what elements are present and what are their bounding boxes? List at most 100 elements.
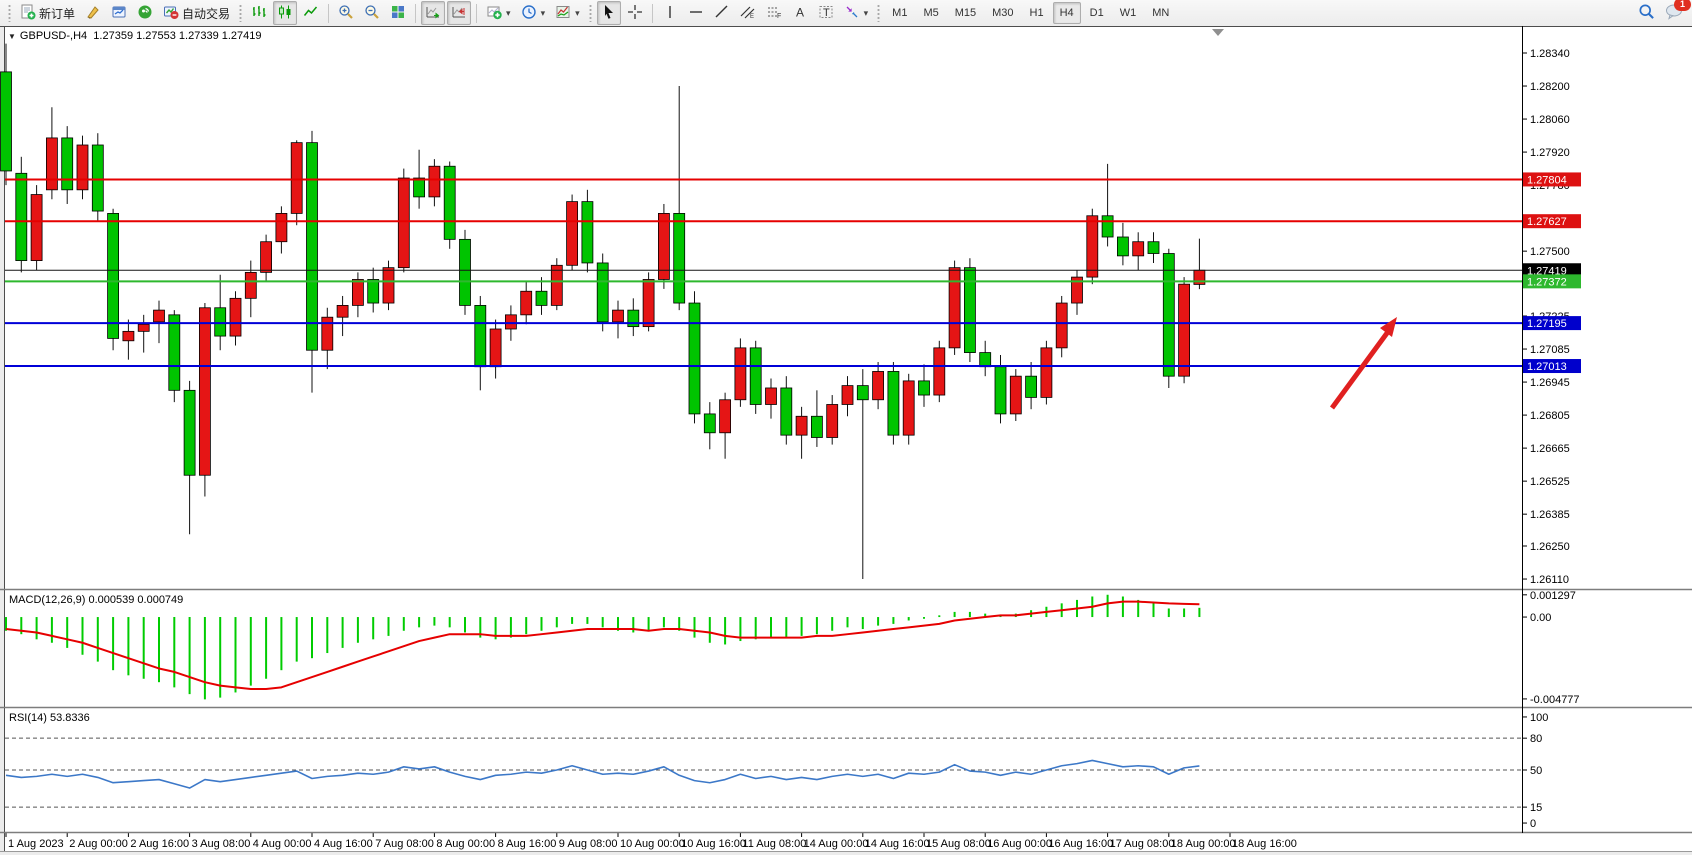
candle <box>443 161 456 249</box>
crosshair-button[interactable] <box>623 1 647 25</box>
periods-button[interactable]: ▾ <box>517 1 550 25</box>
candle <box>872 362 884 410</box>
svg-text:E: E <box>750 14 754 20</box>
candle <box>703 402 716 450</box>
search-button[interactable] <box>1634 1 1659 25</box>
indicators-dropdown-caret[interactable]: ▾ <box>506 7 511 18</box>
candle <box>459 229 471 315</box>
price-badge <box>1523 316 1581 331</box>
timeframe-button-m30[interactable]: M30 <box>992 7 1014 19</box>
candle <box>933 340 946 403</box>
news-button[interactable] <box>133 1 157 25</box>
timeframe-button-h4[interactable]: H4 <box>1052 2 1081 24</box>
text-label-button[interactable]: T <box>814 1 838 25</box>
clock-icon <box>521 4 537 23</box>
candle <box>1162 248 1175 388</box>
timeframe-button-d1[interactable]: D1 <box>1089 7 1104 19</box>
svg-text:15: 15 <box>1530 802 1542 814</box>
indicators-button[interactable]: ▾ <box>482 1 515 25</box>
candle <box>520 281 533 325</box>
toolbar: 新订单 自动交易 <box>0 0 1692 26</box>
svg-text:1.26805: 1.26805 <box>1530 410 1570 422</box>
candle <box>811 390 823 447</box>
zoom-out-button[interactable] <box>360 1 384 25</box>
auto-scroll-icon <box>425 4 441 23</box>
new-order-icon <box>20 4 36 23</box>
tile-windows-icon <box>390 4 406 23</box>
candle <box>1178 277 1190 384</box>
candlestick-series <box>0 43 1206 580</box>
candle <box>964 258 976 363</box>
fibonacci-button[interactable]: F <box>762 1 786 25</box>
zoom-in-button[interactable] <box>334 1 358 25</box>
candlestick-chart-button[interactable] <box>273 1 298 25</box>
candle <box>290 140 303 226</box>
bar-chart-button[interactable] <box>247 1 271 25</box>
text-button[interactable]: A <box>788 1 812 25</box>
trendline-button[interactable] <box>710 1 734 25</box>
time-axis-label: 3 Aug 08:00 <box>192 838 251 850</box>
price-axis[interactable]: 1.283401.282001.280601.279201.277801.276… <box>1522 48 1581 830</box>
chart-menu-icon[interactable]: ▼ <box>8 32 16 41</box>
timeframe-button-m5[interactable]: M5 <box>923 7 939 19</box>
time-axis-label: 18 Aug 00:00 <box>1171 838 1236 850</box>
chart-shift-marker[interactable] <box>1212 29 1224 36</box>
timeframe-button-h1[interactable]: H1 <box>1029 7 1044 19</box>
autotrading-label: 自动交易 <box>182 6 231 21</box>
crosshair-icon <box>627 4 643 23</box>
timeframe-button-w1[interactable]: W1 <box>1119 7 1137 19</box>
autotrading-icon <box>163 4 179 23</box>
time-axis-label: 18 Aug 16:00 <box>1232 838 1297 850</box>
time-axis-label: 8 Aug 00:00 <box>436 838 495 850</box>
horizontal-line-button[interactable] <box>684 1 708 25</box>
chart-shift-button[interactable] <box>447 1 472 25</box>
autotrading-button[interactable]: 自动交易 <box>159 1 234 25</box>
shapes-dropdown-caret[interactable]: ▾ <box>863 7 869 18</box>
candle <box>948 260 961 355</box>
cursor-button[interactable] <box>596 1 621 25</box>
templates-button[interactable]: ▾ <box>551 1 584 25</box>
arrows-shapes-button[interactable]: ▾ <box>840 1 873 25</box>
line-chart-button[interactable] <box>299 1 323 25</box>
time-axis-label: 1 Aug 2023 <box>8 838 64 850</box>
timeframe-button-m1[interactable]: M1 <box>892 7 908 19</box>
svg-text:1.26525: 1.26525 <box>1530 476 1570 488</box>
new-order-button[interactable]: 新订单 <box>16 1 79 25</box>
zoom-out-icon <box>364 4 380 23</box>
trend-arrow-annotation[interactable] <box>1329 317 1397 410</box>
broadcast-icon <box>137 4 153 23</box>
chart-ohlc-values: 1.27359 1.27553 1.27339 1.27419 <box>93 30 262 42</box>
toolbar-drag-grip[interactable] <box>877 4 881 22</box>
svg-text:1.28340: 1.28340 <box>1530 48 1570 60</box>
toolbar-drag-grip[interactable] <box>239 4 243 22</box>
toolbar-drag-grip[interactable] <box>588 4 592 22</box>
candle <box>658 203 670 289</box>
chart-title: ▼ GBPUSD-,H4 1.27359 1.27553 1.27339 1.27… <box>8 30 262 42</box>
metaeditor-button[interactable] <box>81 1 105 25</box>
candle <box>902 373 915 445</box>
equidistant-channel-button[interactable]: E <box>736 1 760 25</box>
notifications-button[interactable]: 1 <box>1661 0 1691 25</box>
timeframe-button-m15[interactable]: M15 <box>954 7 977 19</box>
svg-text:1.28060: 1.28060 <box>1530 114 1570 126</box>
templates-dropdown-caret[interactable]: ▾ <box>575 7 580 18</box>
timeframe-button-mn[interactable]: MN <box>1152 7 1170 19</box>
time-axis[interactable]: 1 Aug 2023 2 Aug 00:00 2 Aug 16:00 3 Aug 08… <box>5 833 1297 850</box>
candle <box>596 253 609 332</box>
vertical-line-button[interactable] <box>658 1 682 25</box>
auto-scroll-button[interactable] <box>421 1 446 25</box>
bar-chart-icon <box>251 4 267 23</box>
candle <box>351 272 364 318</box>
svg-text:1.27627: 1.27627 <box>1527 216 1567 228</box>
svg-text:0: 0 <box>1530 818 1536 830</box>
candle <box>1132 232 1145 271</box>
tile-windows-button[interactable] <box>386 1 410 25</box>
toolbar-drag-grip[interactable] <box>8 4 11 22</box>
candle <box>1040 340 1053 405</box>
svg-text:1.26665: 1.26665 <box>1530 443 1570 455</box>
periods-dropdown-caret[interactable]: ▾ <box>540 7 546 18</box>
strategy-tester-button[interactable] <box>107 1 131 25</box>
candle <box>183 380 196 535</box>
